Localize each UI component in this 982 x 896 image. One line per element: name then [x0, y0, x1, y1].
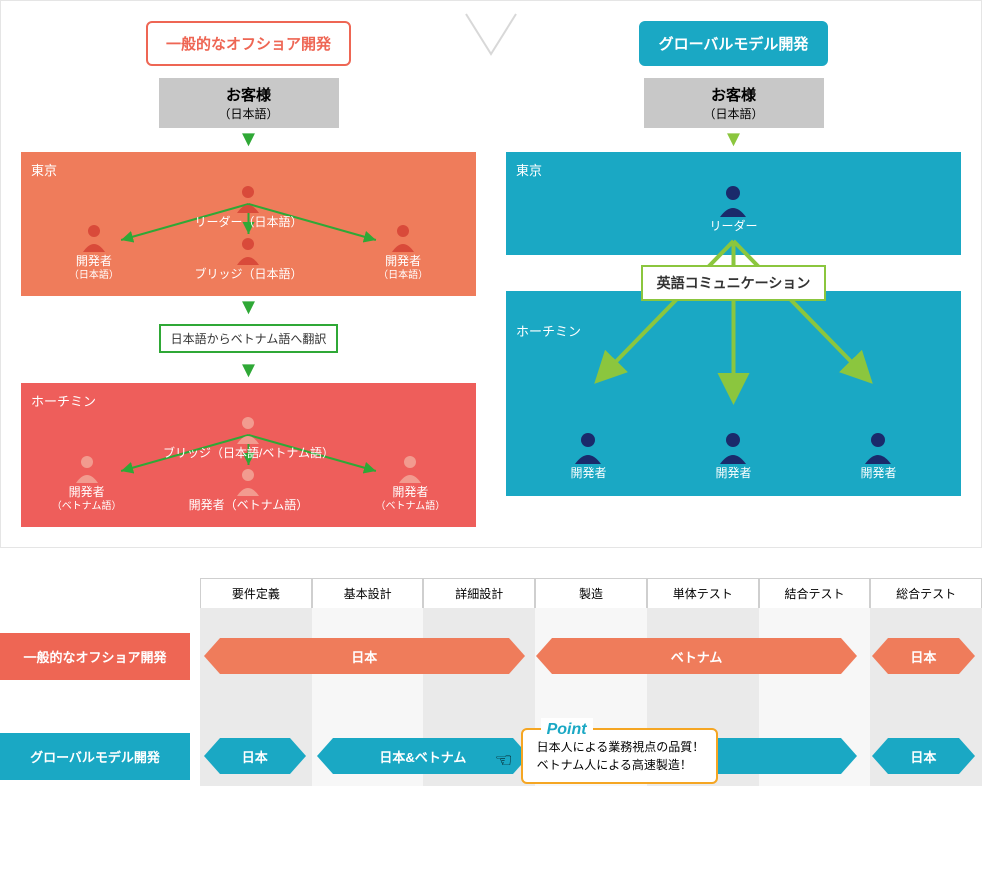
phase-cell: 結合テスト [759, 578, 871, 608]
arrow-down-icon: ▼ [506, 128, 961, 150]
center-stack: ブリッジ（日本語/ベトナム語） 開発者（ベトナム語） [163, 414, 334, 513]
customer-lang: （日本語） [179, 105, 319, 122]
customer-lang: （日本語） [664, 105, 804, 122]
row-label: グローバルモデル開発 [0, 733, 190, 780]
dev-left: 開発者 （日本語） [69, 222, 119, 283]
person-icon [388, 222, 418, 252]
role: リーダー（日本語） [194, 215, 302, 231]
dev: 開発者 [715, 430, 751, 482]
lang: （日本語） [69, 269, 119, 282]
person-icon [716, 183, 750, 217]
hcm-box-right: ホーチミン 開発者 開発者 開発者 [506, 291, 961, 496]
leader: リーダー [709, 183, 757, 235]
flow-bar: 日本 [220, 738, 290, 774]
flow-row-offshore: 一般的なオフショア開発 日本 ベトナム 日本 [0, 626, 982, 686]
flow-bars: ☜ Point 日本人による業務視点の品質！ ベトナム人による高速製造！ 日本日… [200, 738, 982, 774]
customer-box-right: お客様 （日本語） [644, 78, 824, 128]
role: ブリッジ（日本語） [194, 267, 302, 283]
lang: （ベトナム語） [376, 500, 446, 513]
lang: （日本語） [378, 269, 428, 282]
left-header: 一般的なオフショア開発 [146, 21, 351, 66]
flow-bars: 日本 ベトナム 日本 [200, 638, 982, 674]
leader: リーダー（日本語） [194, 183, 302, 231]
timeline-chart: 要件定義基本設計詳細設計製造単体テスト結合テスト総合テスト 一般的なオフショア開… [0, 578, 982, 786]
tokyo-box-left: 東京 開発者 （日本語） リーダー（日本語） [21, 152, 476, 296]
right-column: グローバルモデル開発 お客様 （日本語） ▼ 東京 リーダー 英語コミュニケーシ… [506, 21, 961, 527]
role: 開発者 [69, 254, 119, 270]
lang: （ベトナム語） [52, 500, 122, 513]
left-column: 一般的なオフショア開発 お客様 （日本語） ▼ 東京 開発者 （日本語） [21, 21, 476, 527]
customer-title: お客様 [179, 84, 319, 105]
hcm-box-left: ホーチミン 開発者 （ベトナム語） ブリッジ（日本語/ベトナム語） [21, 383, 476, 527]
flow-bar: ベトナム [552, 638, 841, 674]
role: リーダー [709, 219, 757, 235]
point-line2: ベトナム人による高速製造！ [537, 756, 705, 774]
person-icon [233, 183, 263, 213]
hand-icon: ☜ [495, 746, 513, 776]
center-stack: リーダー（日本語） ブリッジ（日本語） [194, 183, 302, 282]
dev-right: 開発者 （日本語） [378, 222, 428, 283]
region-label: ホーチミン [516, 321, 951, 340]
person-icon [233, 235, 263, 265]
customer-title: お客様 [664, 84, 804, 105]
role: 開発者 [52, 485, 122, 501]
person-icon [72, 453, 102, 483]
flow-row-global: グローバルモデル開発 ☜ Point 日本人による業務視点の品質！ ベトナム人に… [0, 726, 982, 786]
phase-cell: 要件定義 [200, 578, 312, 608]
flow-bar: 日本&ベトナム [333, 738, 513, 774]
comparison-diagram: 一般的なオフショア開発 お客様 （日本語） ▼ 東京 開発者 （日本語） [0, 0, 982, 548]
person-icon [861, 430, 895, 464]
region-label: 東京 [31, 160, 466, 179]
phase-header-row: 要件定義基本設計詳細設計製造単体テスト結合テスト総合テスト [200, 578, 982, 608]
dev-right: 開発者 （ベトナム語） [376, 453, 446, 514]
dev: 開発者 [570, 430, 606, 482]
person-icon [233, 414, 263, 444]
region-label: ホーチミン [31, 391, 466, 410]
dev: 開発者 [860, 430, 896, 482]
role: 開発者 [860, 466, 896, 482]
phase-cell: 詳細設計 [423, 578, 535, 608]
english-comm-box: 英語コミュニケーション [641, 265, 827, 301]
bridge: ブリッジ（日本語） [194, 235, 302, 283]
arrow-down-icon: ▼ [21, 296, 476, 318]
role: ブリッジ（日本語/ベトナム語） [163, 446, 334, 462]
role: 開発者 [376, 485, 446, 501]
tokyo-box-right: 東京 リーダー [506, 152, 961, 255]
translate-box: 日本語からベトナム語へ翻訳 [159, 324, 339, 353]
point-callout: ☜ Point 日本人による業務視点の品質！ ベトナム人による高速製造！ [521, 728, 719, 784]
person-icon [395, 453, 425, 483]
role: 開発者 [570, 466, 606, 482]
dev-center: 開発者（ベトナム語） [189, 466, 309, 514]
phase-cell: 製造 [535, 578, 647, 608]
person-icon [571, 430, 605, 464]
arrow-down-icon: ▼ [21, 128, 476, 150]
customer-box-left: お客様 （日本語） [159, 78, 339, 128]
role: 開発者 [715, 466, 751, 482]
flow-bar: 日本 [220, 638, 509, 674]
arrow-down-icon: ▼ [21, 359, 476, 381]
phase-cell: 単体テスト [647, 578, 759, 608]
row-label: 一般的なオフショア開発 [0, 633, 190, 680]
region-label: 東京 [516, 160, 951, 179]
bridge: ブリッジ（日本語/ベトナム語） [163, 414, 334, 462]
point-title: Point [541, 718, 593, 742]
role: 開発者（ベトナム語） [189, 498, 309, 514]
person-icon [79, 222, 109, 252]
flow-bar: 日本 [888, 638, 958, 674]
person-icon [233, 466, 263, 496]
right-header: グローバルモデル開発 [639, 21, 829, 66]
phase-cell: 基本設計 [312, 578, 424, 608]
phase-cell: 総合テスト [870, 578, 982, 608]
flow-bar: 日本 [888, 738, 958, 774]
dev-left: 開発者 （ベトナム語） [52, 453, 122, 514]
role: 開発者 [378, 254, 428, 270]
person-icon [716, 430, 750, 464]
